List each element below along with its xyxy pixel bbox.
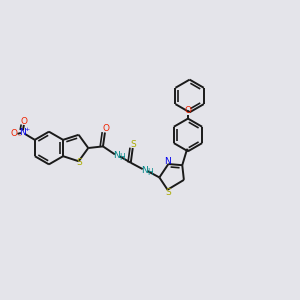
Text: O: O: [11, 129, 17, 138]
Text: ⁻: ⁻: [17, 134, 21, 140]
Text: O: O: [20, 116, 27, 125]
Text: N: N: [20, 128, 26, 137]
Text: O: O: [102, 124, 110, 133]
Text: H: H: [147, 168, 153, 177]
Text: S: S: [77, 158, 82, 167]
Text: N: N: [141, 166, 148, 175]
Text: S: S: [166, 188, 171, 197]
Text: N: N: [164, 157, 171, 166]
Text: N: N: [113, 151, 120, 160]
Text: O: O: [184, 106, 191, 115]
Text: S: S: [131, 140, 137, 148]
Text: H: H: [119, 153, 125, 162]
Text: +: +: [25, 127, 30, 132]
